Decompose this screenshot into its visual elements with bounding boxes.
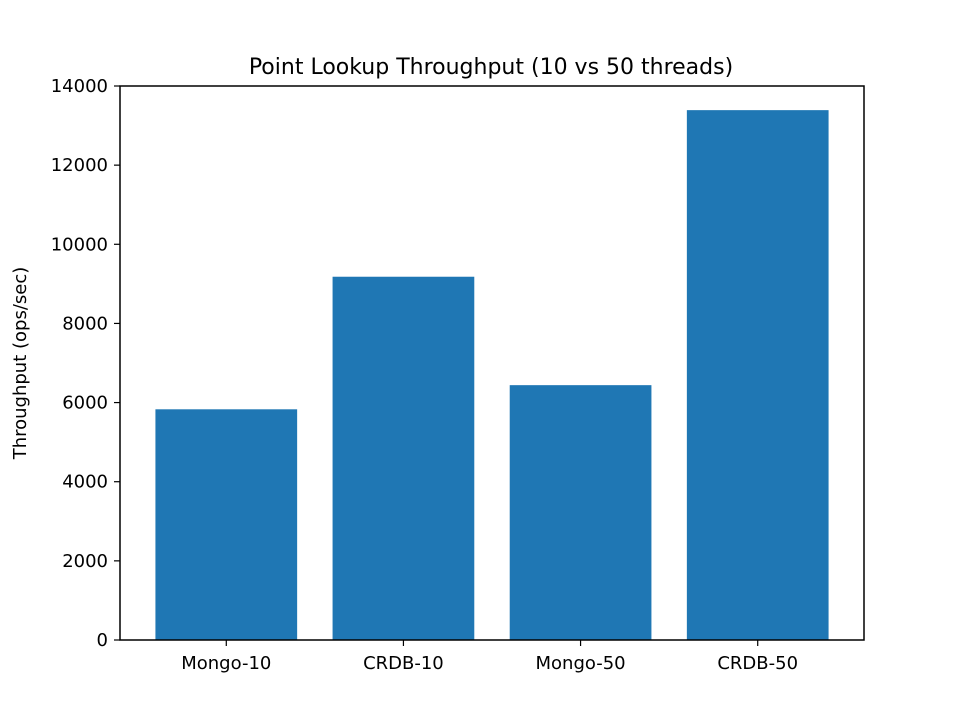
y-axis-label: Throughput (ops/sec)	[10, 267, 31, 461]
y-tick-label: 6000	[62, 393, 108, 414]
y-axis: 0 2000 4000 6000 8000 10000 12000 14000	[51, 76, 120, 651]
x-tick-label: Mongo-50	[536, 653, 626, 674]
plot-frame	[119, 85, 865, 641]
bar-crdb-50	[686, 110, 829, 641]
y-tick-label: 10000	[51, 234, 108, 255]
y-tick-label: 8000	[62, 313, 108, 334]
x-tick-label: CRDB-50	[717, 653, 798, 674]
chart-title: Point Lookup Throughput (10 vs 50 thread…	[249, 55, 733, 80]
x-tick-label: CRDB-10	[363, 653, 444, 674]
x-tick-label: Mongo-10	[181, 653, 271, 674]
y-tick-label: 2000	[62, 551, 108, 572]
y-tick-label: 0	[97, 630, 108, 651]
bar-mongo-50	[509, 385, 652, 640]
x-axis: Mongo-10 CRDB-10 Mongo-50 CRDB-50	[181, 640, 798, 674]
bar-crdb-10	[332, 276, 475, 640]
bars-group	[155, 110, 829, 641]
y-tick-label: 4000	[62, 472, 108, 493]
y-tick-label: 14000	[51, 76, 108, 97]
y-tick-label: 12000	[51, 155, 108, 176]
bar-mongo-10	[155, 409, 298, 640]
